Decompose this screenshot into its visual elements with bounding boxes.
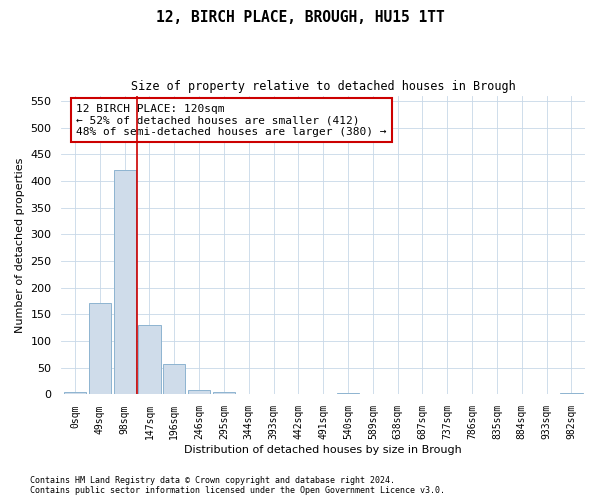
Text: 12 BIRCH PLACE: 120sqm
← 52% of detached houses are smaller (412)
48% of semi-de: 12 BIRCH PLACE: 120sqm ← 52% of detached… xyxy=(76,104,387,137)
Y-axis label: Number of detached properties: Number of detached properties xyxy=(15,158,25,332)
Text: 12, BIRCH PLACE, BROUGH, HU15 1TT: 12, BIRCH PLACE, BROUGH, HU15 1TT xyxy=(155,10,445,25)
Text: Contains HM Land Registry data © Crown copyright and database right 2024.
Contai: Contains HM Land Registry data © Crown c… xyxy=(30,476,445,495)
Bar xyxy=(337,393,359,394)
Bar xyxy=(213,392,235,394)
Bar xyxy=(64,392,86,394)
Bar xyxy=(89,302,111,394)
Bar xyxy=(188,390,210,394)
Bar xyxy=(113,170,136,394)
Bar xyxy=(139,324,161,394)
Bar xyxy=(163,364,185,394)
Title: Size of property relative to detached houses in Brough: Size of property relative to detached ho… xyxy=(131,80,515,93)
X-axis label: Distribution of detached houses by size in Brough: Distribution of detached houses by size … xyxy=(184,445,462,455)
Bar xyxy=(560,393,583,394)
